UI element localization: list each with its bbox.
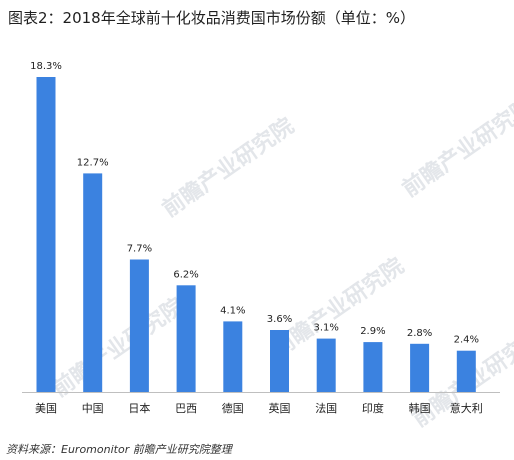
bar: [129, 259, 149, 392]
data-label: 3.1%: [313, 323, 338, 334]
bar: [456, 350, 476, 392]
chart-title: 图表2：2018年全球前十化妆品消费国市场份额（单位：%）: [8, 9, 415, 27]
category-label: 日本: [128, 401, 150, 415]
data-label: 4.1%: [220, 305, 245, 316]
data-label: 12.7%: [77, 157, 109, 168]
source-note: 资料来源：Euromonitor 前瞻产业研究院整理: [6, 443, 232, 456]
bar: [270, 330, 289, 392]
data-label: 3.6%: [267, 314, 292, 325]
bar: [410, 343, 430, 392]
category-label: 德国: [222, 401, 244, 415]
bar: [176, 285, 196, 392]
bar: [223, 321, 243, 392]
category-label: 意大利: [450, 401, 483, 415]
bar: [83, 173, 103, 392]
category-label: 中国: [82, 402, 104, 415]
data-label: 6.2%: [173, 269, 198, 280]
category-label: 英国: [269, 401, 291, 415]
data-label: 2.4%: [454, 335, 479, 346]
data-label: 2.8%: [407, 328, 432, 339]
data-label: 2.9%: [360, 326, 385, 337]
data-label: 7.7%: [127, 244, 152, 255]
data-label: 18.3%: [30, 61, 62, 72]
bar-chart: 18.3% 美国 12.7% 中国 7.7% 日本 6.2% 巴西 4.1% 德国 3.6% 英国 3.…: [22, 61, 500, 415]
category-label: 印度: [362, 401, 384, 415]
bar: [36, 77, 56, 392]
bar: [316, 338, 336, 392]
category-label: 巴西: [175, 402, 197, 415]
category-label: 法国: [315, 401, 337, 415]
bar: [363, 342, 383, 392]
category-label: 美国: [35, 402, 57, 415]
category-label: 韩国: [409, 401, 431, 415]
